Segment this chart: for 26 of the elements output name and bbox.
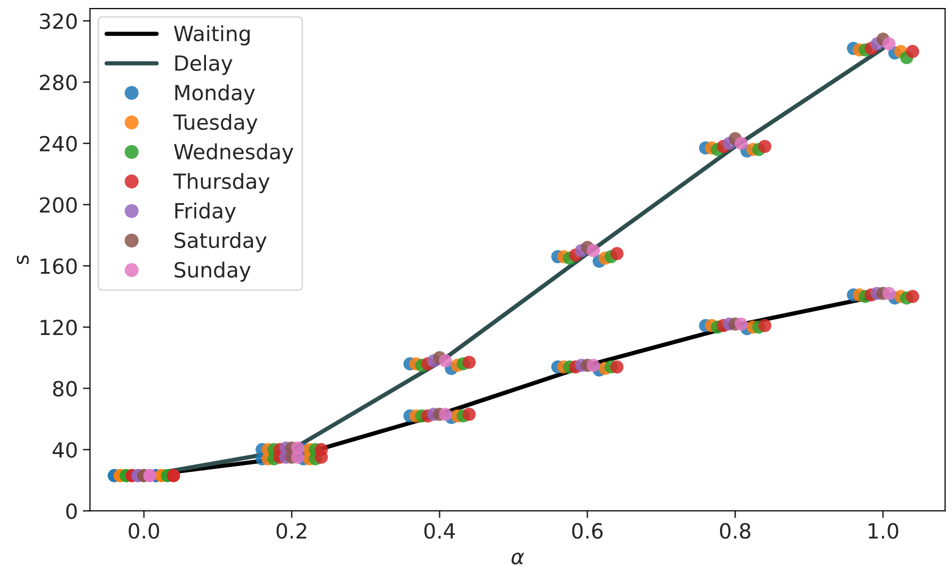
legend-label: Wednesday [174, 143, 294, 164]
legend-label: Thursday [173, 172, 270, 194]
legend-label: Tuesday [173, 114, 258, 134]
y-tick-label: 120 [40, 320, 77, 336]
y-tick-label: 200 [40, 197, 77, 213]
x-tick-label: 0.6 [572, 523, 603, 539]
y-tick-label: 240 [40, 136, 77, 152]
y-tick-label: 0 [66, 503, 77, 520]
y-tick-label: 40 [52, 442, 77, 458]
x-tick-label: 0.2 [276, 523, 306, 539]
y-tick-label: 280 [40, 74, 77, 90]
legend-label: Waiting [174, 25, 250, 46]
y-tick-label: 320 [40, 13, 77, 30]
x-tick-label: 0.0 [128, 523, 160, 539]
legend-label: Saturday [174, 232, 267, 252]
legend-label: Sunday [174, 262, 251, 282]
x-axis-title: α [512, 552, 524, 564]
legend-label: Delay [175, 54, 232, 75]
y-tick-label: 160 [40, 258, 77, 274]
legend-label: Friday [175, 202, 236, 223]
x-tick-label: 1.0 [868, 523, 898, 539]
y-axis-title: s [16, 255, 29, 264]
legend-label: Monday [175, 84, 255, 105]
x-tick-label: 0.8 [720, 523, 750, 539]
x-tick-label: 0.4 [424, 523, 455, 539]
y-tick-label: 80 [53, 380, 77, 397]
